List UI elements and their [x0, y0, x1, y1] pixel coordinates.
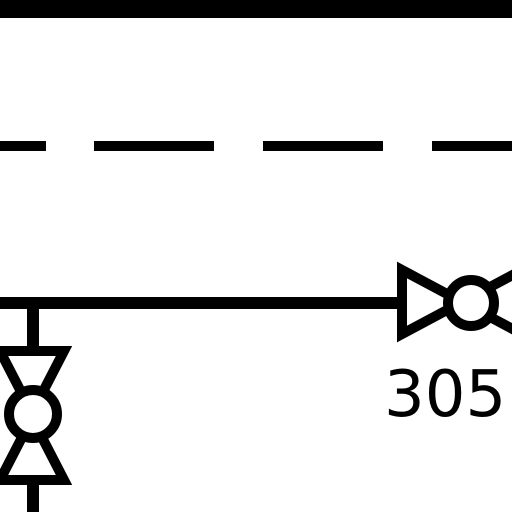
dash-segment	[263, 141, 383, 151]
valve-actuator-circle	[443, 275, 499, 331]
main-process-line	[0, 297, 402, 309]
dash-segment	[0, 141, 46, 151]
valve-bottom-triangle	[0, 407, 73, 485]
valve-actuator-circle	[4, 385, 62, 443]
valve-left-triangle	[397, 261, 473, 343]
dash-segment	[432, 141, 512, 151]
gate-valve-with-round-actuator-icon	[0, 346, 73, 485]
branch-pipe-upper	[27, 305, 39, 351]
top-thick-line	[0, 0, 512, 18]
valve-label-305: 305	[384, 358, 506, 432]
valve-top-triangle	[0, 346, 73, 424]
dashed-line	[0, 141, 512, 151]
gate-valve-with-round-actuator-icon	[397, 261, 512, 343]
dash-segment	[94, 141, 214, 151]
branch-pipe-lower	[27, 480, 39, 512]
